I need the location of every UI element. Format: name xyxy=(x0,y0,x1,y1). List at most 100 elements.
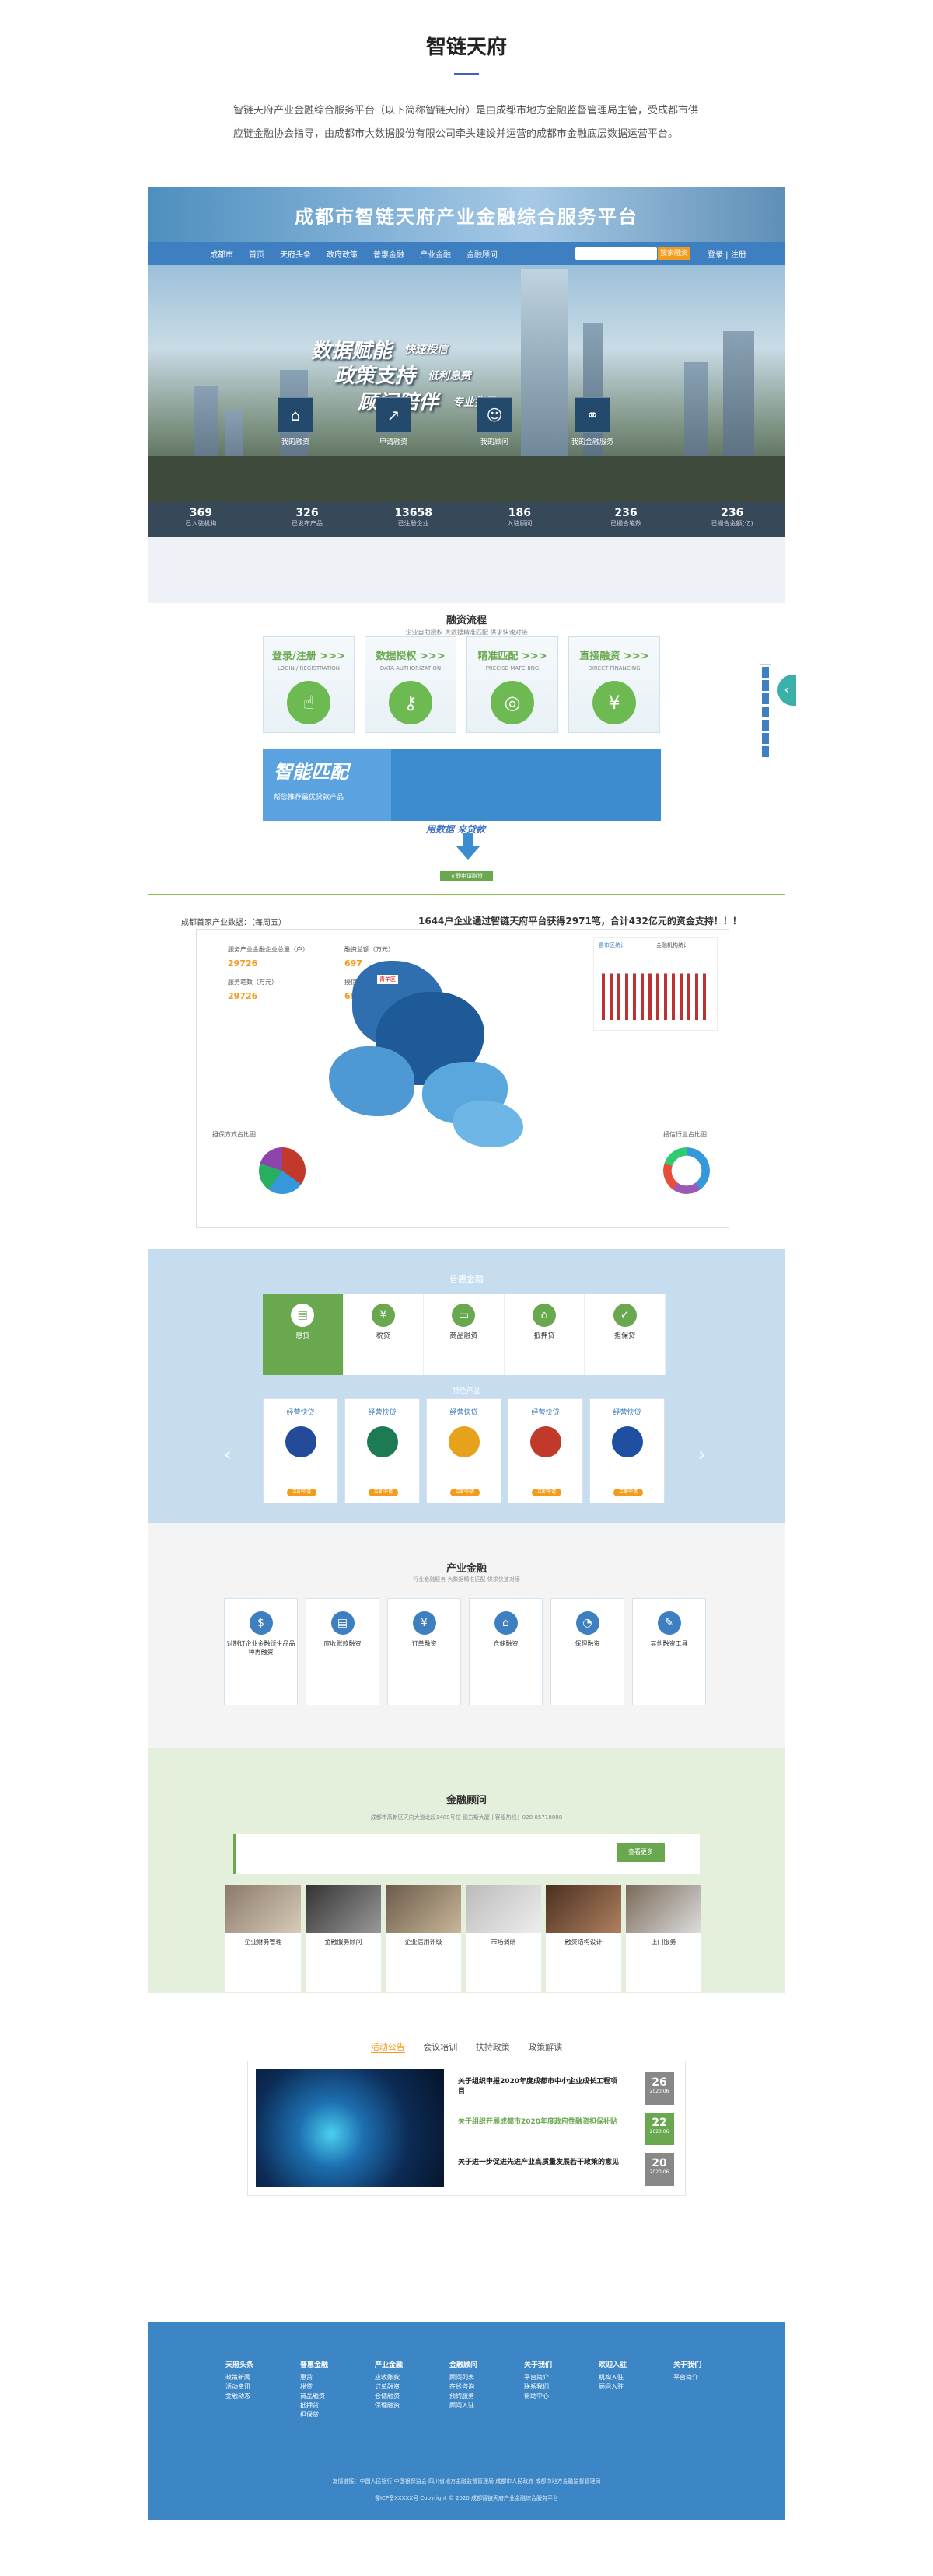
card-title: 其他融资工具 xyxy=(650,1640,688,1647)
footer-link[interactable]: 政策新闻 xyxy=(225,2374,250,2381)
advisor-card[interactable]: 企业信用评级 xyxy=(386,1885,461,1992)
footer-link[interactable]: 活动资讯 xyxy=(225,2383,250,2390)
footer-link[interactable]: 在线咨询 xyxy=(449,2383,474,2390)
industry-card[interactable]: ⌂ 仓储融资 xyxy=(469,1598,543,1705)
product-card[interactable]: 经营快贷 立即申请 xyxy=(508,1398,583,1503)
footer-link[interactable]: 顾问入驻 xyxy=(449,2402,474,2409)
footer-link[interactable]: 仓储融资 xyxy=(375,2393,400,2400)
apply-button[interactable]: 立即申请 xyxy=(532,1489,561,1496)
data-panel: 服务产业金融企业总量（户） 29726 融资总额（万元） 697 服务笔数（万元） 2… xyxy=(196,929,729,1228)
card-title: 保理融资 xyxy=(575,1640,600,1647)
map-label: 青羊区 xyxy=(377,975,398,984)
advisor-card[interactable]: 市场调研 xyxy=(466,1885,541,1992)
flow-step-financing[interactable]: 直接融资 >>> DIRECT FINANCING ¥ xyxy=(568,636,660,733)
footer-link[interactable]: 平台简介 xyxy=(524,2374,549,2381)
card-title: 金融服务顾问 xyxy=(324,1939,362,1946)
tab-hui[interactable]: ▤ 惠贷 xyxy=(263,1294,344,1375)
nav-item[interactable]: 首页 xyxy=(249,250,264,260)
search-input[interactable] xyxy=(575,247,657,260)
map-region[interactable] xyxy=(453,1101,523,1147)
nav-item[interactable]: 普惠金融 xyxy=(373,250,404,260)
apply-button[interactable]: 立即申请 xyxy=(613,1489,643,1496)
prev-arrow-icon[interactable]: ‹ xyxy=(224,1443,232,1465)
my-advisor-icon[interactable]: ☺ xyxy=(477,397,512,433)
card-title: 经营快贷 xyxy=(449,1409,478,1417)
tab-guarantee[interactable]: ✓ 担保贷 xyxy=(585,1294,666,1375)
footer-link[interactable]: 金融动态 xyxy=(225,2393,250,2400)
notice-item[interactable]: 关于组织开展成都市2020年度政府性融资担保补贴 xyxy=(458,2116,621,2126)
footer-link[interactable]: 应收账款 xyxy=(375,2374,400,2381)
tab-policy[interactable]: 扶持政策 xyxy=(475,2042,510,2052)
industry-card[interactable]: ▤ 应收账款融资 xyxy=(306,1598,379,1705)
footer-link[interactable]: 保理融资 xyxy=(375,2402,400,2409)
map-region[interactable] xyxy=(329,1046,414,1116)
notice-item[interactable]: 关于组织申报2020年度成都市中小企业成长工程项目 xyxy=(458,2075,621,2096)
nav-item[interactable]: 产业金融 xyxy=(420,250,451,260)
yen-shield-icon: ¥ xyxy=(412,1611,436,1635)
apply-financing-button[interactable]: 立即申请融资 xyxy=(440,871,493,881)
footer-link[interactable]: 顾问入驻 xyxy=(599,2383,624,2390)
section-title: 普惠金融 xyxy=(449,1274,484,1284)
next-arrow-icon[interactable]: › xyxy=(698,1443,706,1465)
footer-link[interactable]: 帮助中心 xyxy=(524,2393,549,2400)
apply-button[interactable]: 立即申请 xyxy=(287,1489,316,1496)
stat: 326 已发布产品 xyxy=(254,502,361,537)
my-financing-icon[interactable]: ⌂ xyxy=(278,397,313,433)
advisor-card[interactable]: 金融服务顾问 xyxy=(306,1885,381,1992)
footer-link[interactable]: 惠贷 xyxy=(300,2374,313,2381)
footer-link[interactable]: 抵押贷 xyxy=(300,2402,319,2409)
floating-sidebar[interactable] xyxy=(760,664,771,780)
product-card[interactable]: 经营快贷 立即申请 xyxy=(589,1398,665,1503)
apply-button[interactable]: 立即申请 xyxy=(369,1489,398,1496)
footer-link[interactable]: 顾问列表 xyxy=(449,2374,474,2381)
industry-card[interactable]: ¥ 订单融资 xyxy=(387,1598,461,1705)
advisor-card[interactable]: 企业财务管理 xyxy=(225,1885,301,1992)
side-toggle-icon[interactable]: ‹ xyxy=(778,675,796,706)
tab-mortgage[interactable]: ⌂ 抵押贷 xyxy=(505,1294,585,1375)
nav-item[interactable]: 金融顾问 xyxy=(466,250,498,260)
view-more-button[interactable]: 查看更多 xyxy=(617,1843,665,1862)
apply-financing-icon[interactable]: ↗ xyxy=(376,397,411,433)
friend-links[interactable]: 友情链接：中国人民银行 中国银保监会 四川省地方金融监督管理局 成都市人民政府 … xyxy=(332,2478,601,2484)
footer-col-title: 欢迎入驻 xyxy=(599,2361,627,2369)
footer-link[interactable]: 税贷 xyxy=(300,2383,313,2390)
section-subtitle: 行业金融服务 大数据精准匹配 供求快速对接 xyxy=(413,1576,520,1583)
nav-item[interactable]: 政府政策 xyxy=(327,250,358,260)
footer-link[interactable]: 预约服务 xyxy=(449,2393,474,2400)
login-links[interactable]: 登录 | 注册 xyxy=(708,251,746,260)
tab-commodity[interactable]: ▭ 商品融资 xyxy=(424,1294,505,1375)
advisor-card[interactable]: 上门服务 xyxy=(626,1885,701,1992)
apply-button[interactable]: 立即申请 xyxy=(450,1489,480,1496)
footer-link[interactable]: 平台简介 xyxy=(673,2374,698,2381)
footer-link[interactable]: 联系我们 xyxy=(524,2383,549,2390)
location-selector[interactable]: 成都市 xyxy=(210,250,233,260)
tab-activity[interactable]: 活动公告 xyxy=(370,2042,405,2053)
footer-link[interactable]: 商品融资 xyxy=(300,2393,325,2400)
search-button[interactable]: 搜索融资 xyxy=(658,247,690,260)
chart-tab[interactable]: 金融机构统计 xyxy=(656,942,689,948)
product-card[interactable]: 经营快贷 立即申请 xyxy=(426,1398,501,1503)
product-card[interactable]: 经营快贷 立即申请 xyxy=(263,1398,338,1503)
financial-service-icon[interactable]: ⚭ xyxy=(575,397,610,433)
footer-link[interactable]: 担保贷 xyxy=(300,2411,319,2418)
tab-interpretation[interactable]: 政策解读 xyxy=(528,2042,563,2052)
industry-card[interactable]: $ 对制订企业金融衍生品品种再融资 xyxy=(224,1598,298,1705)
notice-item[interactable]: 关于进一步促进先进产业高质量发展若干政策的意见 xyxy=(458,2156,621,2166)
industry-card[interactable]: ◔ 保理融资 xyxy=(550,1598,624,1705)
flow-step-login[interactable]: 登录/注册 >>> LOGIN / REGISTRATION ☝ xyxy=(263,636,355,733)
footer-link[interactable]: 订单融资 xyxy=(375,2383,400,2390)
industry-card[interactable]: ✎ 其他融资工具 xyxy=(632,1598,706,1705)
chart-tab[interactable]: 县市区统计 xyxy=(599,942,626,948)
shield-icon: ✓ xyxy=(613,1304,637,1327)
flow-step-match[interactable]: 精准匹配 >>> PRECISE MATCHING ◎ xyxy=(466,636,558,733)
card-title: 企业信用评级 xyxy=(404,1939,442,1946)
nav-item[interactable]: 天府头条 xyxy=(280,250,311,260)
key-icon: ⚷ xyxy=(389,681,432,724)
flow-slogan: 用数据 来贷款 xyxy=(426,824,486,835)
advisor-card[interactable]: 融资结构设计 xyxy=(546,1885,621,1992)
footer-link[interactable]: 机构入驻 xyxy=(599,2374,624,2381)
tab-tax[interactable]: ¥ 税贷 xyxy=(344,1294,425,1375)
flow-step-authorize[interactable]: 数据授权 >>> DATA AUTHORIZATION ⚷ xyxy=(365,636,456,733)
tab-meeting[interactable]: 会议培训 xyxy=(423,2042,458,2052)
product-card[interactable]: 经营快贷 立即申请 xyxy=(344,1398,420,1503)
